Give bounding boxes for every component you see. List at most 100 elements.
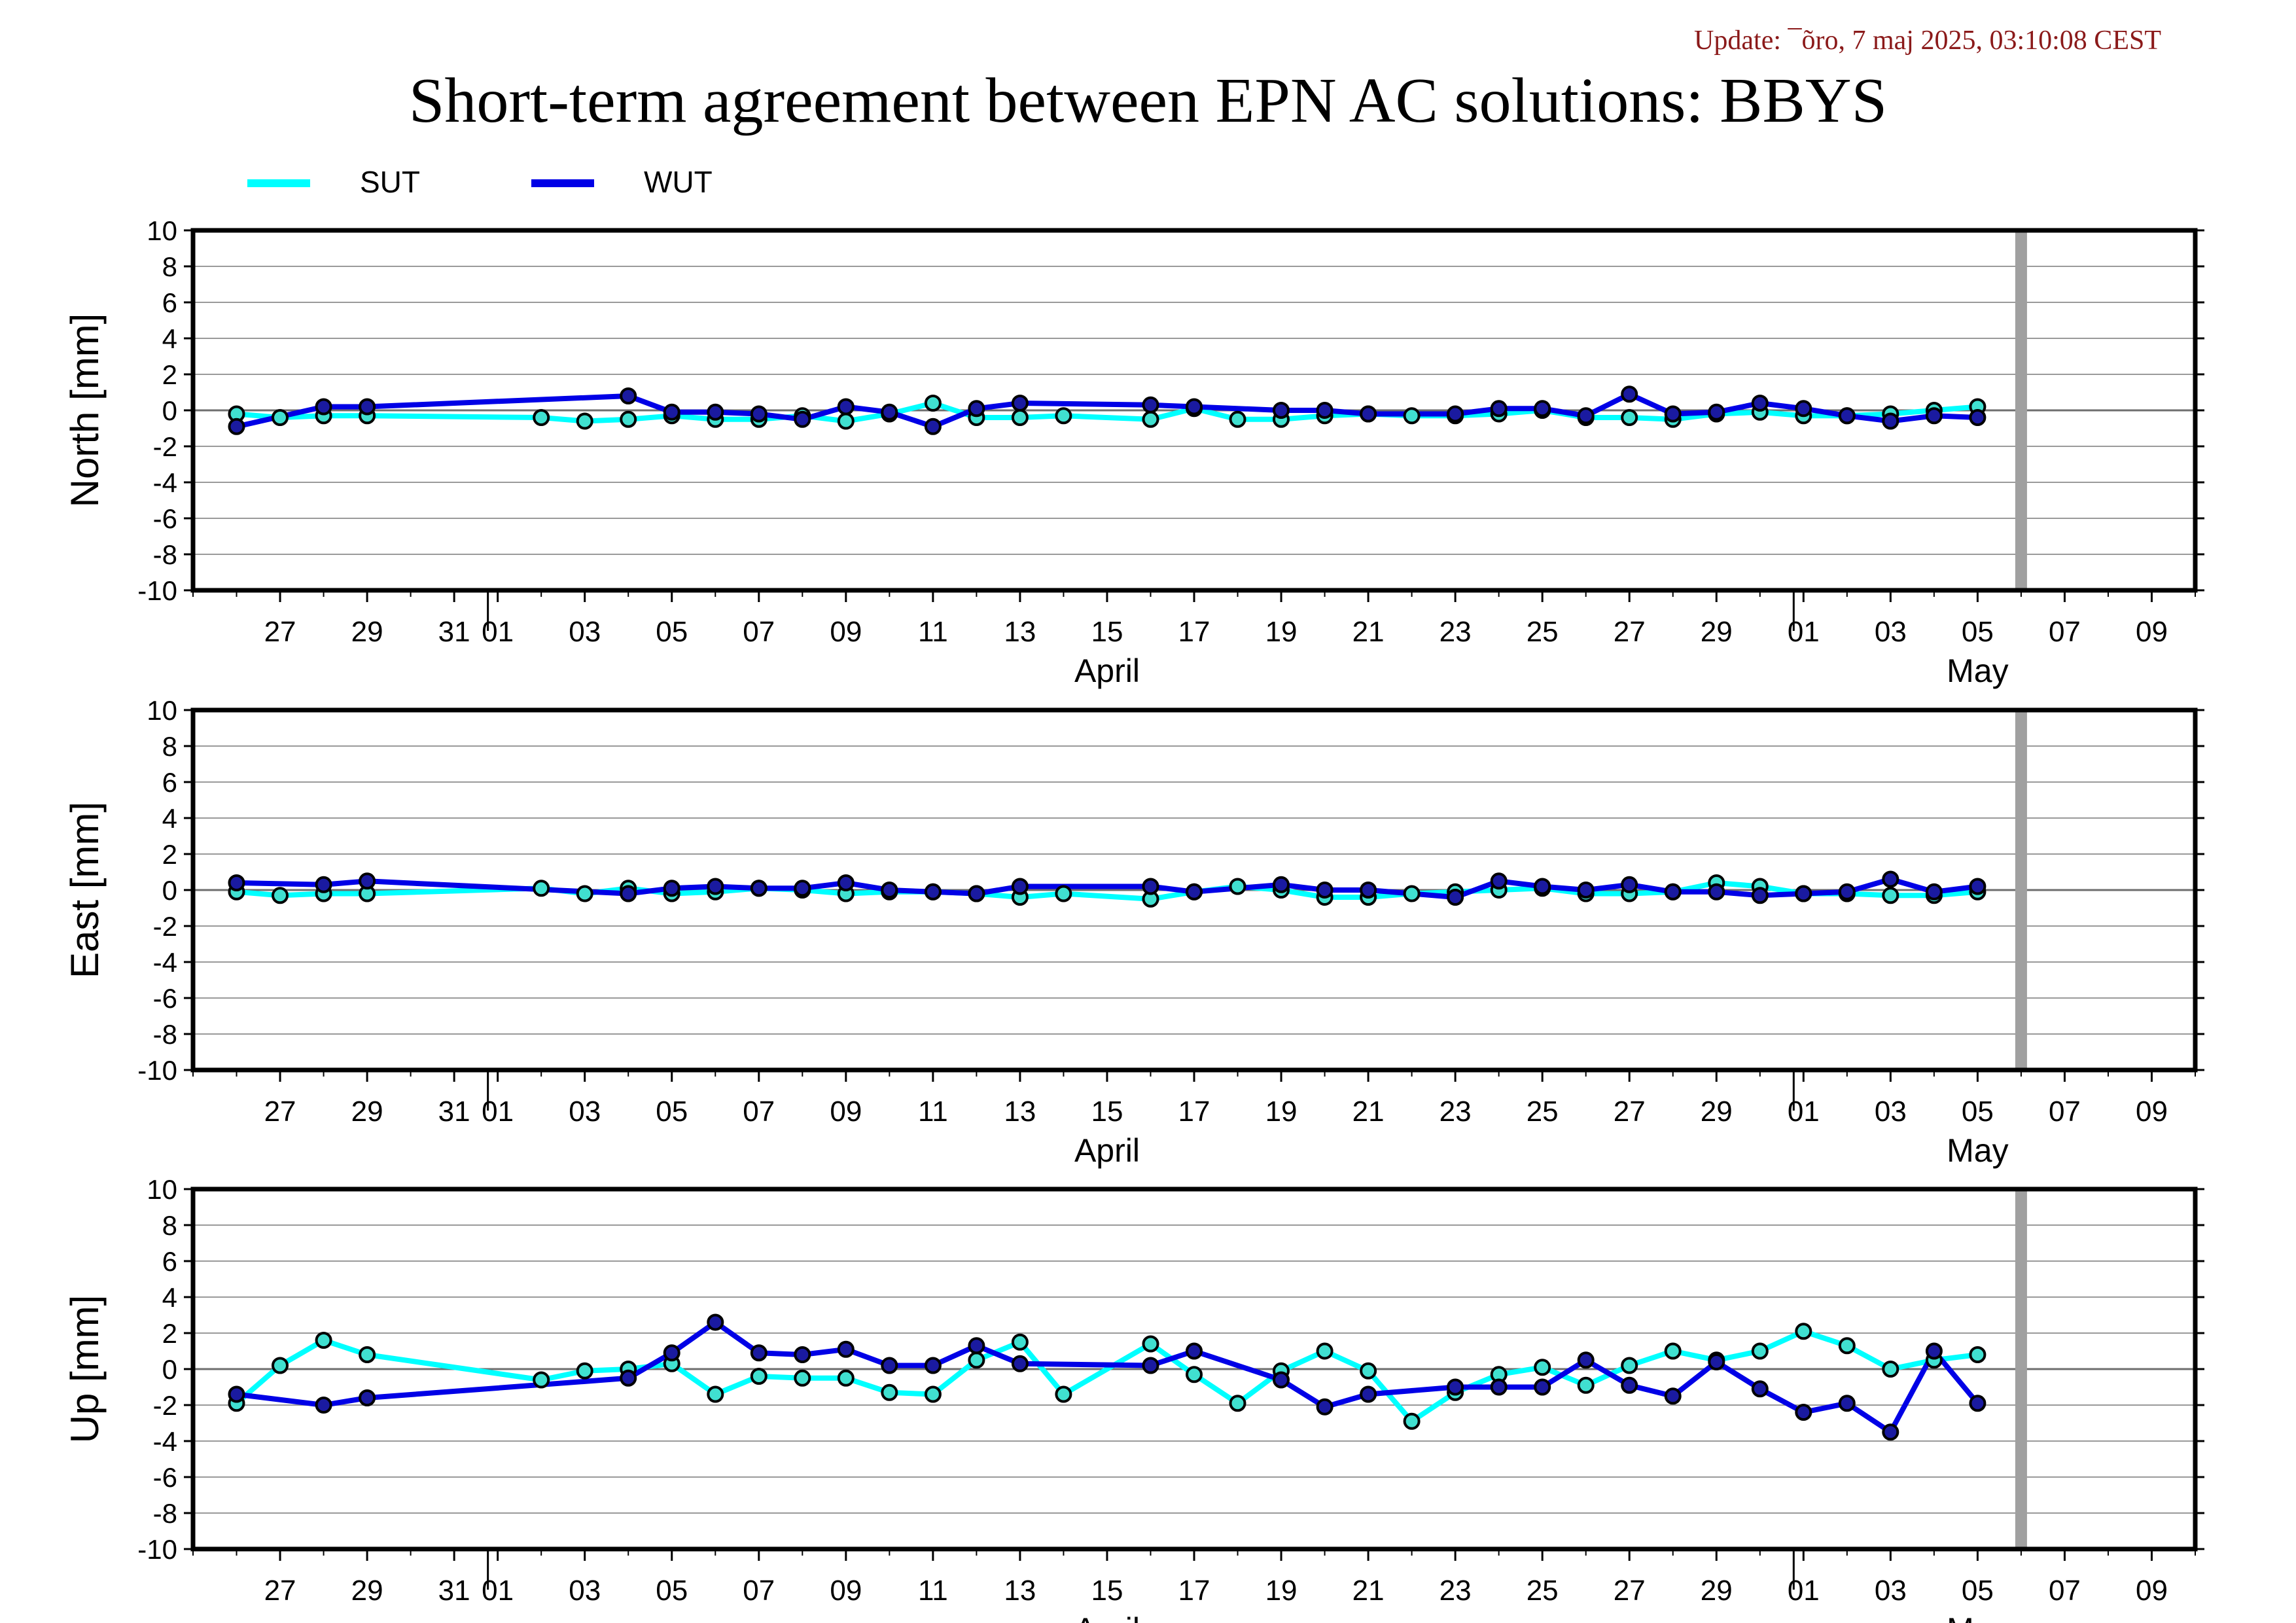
point-sut — [750, 1368, 768, 1385]
x-tick-label: 21 — [1352, 616, 1385, 648]
y-tick-label: -4 — [153, 1426, 177, 1457]
y-tick-label: -8 — [153, 1498, 177, 1529]
point-wut — [1447, 405, 1464, 423]
point-wut — [1838, 1395, 1856, 1412]
y-tick-label: 4 — [162, 803, 177, 834]
x-tick-label: 07 — [743, 616, 775, 648]
point-wut — [924, 1357, 942, 1374]
point-wut — [1490, 400, 1508, 418]
x-tick-label: 09 — [2136, 1575, 2168, 1607]
point-sut — [1751, 1342, 1769, 1360]
point-wut — [1142, 1357, 1159, 1374]
x-tick-label: 05 — [656, 1096, 688, 1128]
point-wut — [663, 880, 680, 897]
point-wut — [1186, 883, 1203, 901]
x-tick-label: 15 — [1091, 616, 1123, 648]
point-wut — [750, 405, 768, 423]
x-tick-label: 27 — [264, 1575, 296, 1607]
point-sut — [272, 887, 289, 904]
y-tick-label: -6 — [153, 503, 177, 534]
x-tick-label: 13 — [1004, 1575, 1036, 1607]
x-month-label: May — [1947, 1132, 2008, 1169]
y-tick-label: -10 — [137, 575, 177, 606]
point-wut — [1882, 1423, 1899, 1441]
point-wut — [1838, 883, 1856, 901]
series-line-sut — [234, 1329, 1981, 1424]
x-tick-label: 05 — [1962, 1575, 1994, 1607]
point-sut — [533, 1371, 550, 1389]
point-sut — [1142, 410, 1159, 428]
x-tick-label: 09 — [2136, 1096, 2168, 1128]
x-tick-label: 21 — [1352, 1096, 1385, 1128]
point-wut — [315, 876, 332, 893]
point-sut — [707, 1385, 724, 1403]
point-sut — [1142, 1335, 1159, 1353]
y-axis-label: Up [mm] — [63, 1295, 107, 1444]
point-wut — [1316, 1398, 1333, 1416]
x-tick-label: 03 — [569, 616, 601, 648]
x-tick-label: 11 — [918, 616, 948, 648]
y-tick-label: -2 — [153, 431, 177, 462]
x-month-label: May — [1947, 652, 2008, 689]
point-sut — [837, 1369, 855, 1387]
point-wut — [1577, 407, 1595, 425]
point-wut — [1664, 1387, 1682, 1405]
point-wut — [1664, 883, 1682, 901]
point-sut — [881, 1383, 898, 1401]
x-tick-label: 09 — [830, 1575, 862, 1607]
point-sut — [1055, 1385, 1072, 1403]
x-tick-label: 05 — [1962, 1096, 1994, 1128]
y-tick-label: 10 — [147, 215, 177, 246]
x-tick-label: 11 — [918, 1575, 948, 1607]
point-sut — [1229, 410, 1246, 428]
point-wut — [1447, 1378, 1464, 1396]
y-tick-label: 4 — [162, 323, 177, 354]
point-wut — [1708, 883, 1725, 901]
point-sut — [924, 1385, 942, 1403]
point-wut — [1577, 882, 1595, 899]
point-wut — [1534, 1378, 1551, 1396]
current-date-marker — [2015, 230, 2027, 590]
point-wut — [1969, 409, 1987, 426]
y-tick-label: -4 — [153, 467, 177, 498]
x-tick-label: 29 — [1701, 1096, 1733, 1128]
x-tick-label: 19 — [1265, 616, 1298, 648]
x-tick-label: 15 — [1091, 1096, 1123, 1128]
series-line-wut — [234, 1319, 1981, 1435]
point-sut — [533, 880, 550, 897]
x-tick-label: 01 — [482, 616, 514, 648]
point-wut — [968, 1337, 985, 1355]
point-wut — [1534, 400, 1551, 418]
x-month-label: April — [1074, 652, 1140, 689]
point-wut — [620, 387, 637, 404]
point-sut — [1055, 407, 1072, 425]
y-tick-label: 4 — [162, 1282, 177, 1313]
x-tick-label: 29 — [1701, 616, 1733, 648]
y-tick-label: -2 — [153, 911, 177, 942]
x-month-label: May — [1947, 1611, 2008, 1623]
point-sut — [272, 409, 289, 426]
x-tick-label: 17 — [1178, 616, 1210, 648]
point-sut — [1403, 407, 1421, 425]
y-tick-label: -8 — [153, 539, 177, 570]
point-wut — [620, 1369, 637, 1387]
x-tick-label: 25 — [1527, 616, 1559, 648]
point-wut — [881, 882, 898, 899]
point-wut — [620, 885, 637, 902]
point-sut — [576, 412, 593, 430]
point-sut — [1577, 1376, 1595, 1394]
point-wut — [837, 398, 855, 416]
point-sut — [1882, 887, 1899, 904]
point-sut — [315, 1332, 332, 1349]
x-tick-label: 13 — [1004, 616, 1036, 648]
x-tick-label: 19 — [1265, 1096, 1298, 1128]
x-tick-label: 01 — [1788, 1575, 1820, 1607]
x-tick-label: 31 — [438, 1575, 470, 1607]
point-wut — [1795, 400, 1812, 418]
point-sut — [1621, 409, 1638, 426]
x-tick-label: 31 — [438, 616, 470, 648]
y-tick-label: 6 — [162, 767, 177, 798]
point-wut — [663, 403, 680, 421]
point-wut — [1795, 885, 1812, 902]
x-tick-label: 01 — [482, 1575, 514, 1607]
